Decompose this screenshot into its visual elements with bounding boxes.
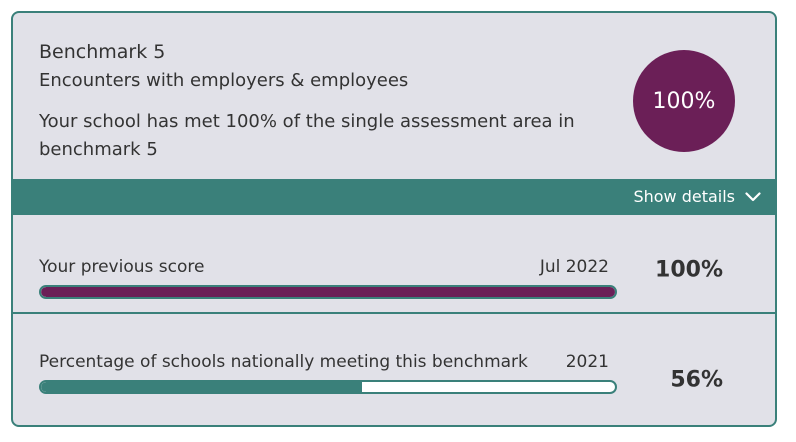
benchmark-card: Benchmark 5 Encounters with employers & … bbox=[11, 11, 777, 427]
national-value: 56% bbox=[670, 367, 723, 393]
previous-score-label: Your previous score bbox=[39, 257, 205, 277]
previous-score-bar bbox=[39, 285, 617, 299]
national-bar-fill bbox=[41, 382, 363, 392]
card-header: Benchmark 5 Encounters with employers & … bbox=[13, 13, 775, 179]
row-divider bbox=[13, 312, 775, 314]
benchmark-title: Benchmark 5 bbox=[39, 41, 166, 63]
previous-score-bar-fill bbox=[41, 287, 615, 297]
show-details-button[interactable]: Show details bbox=[633, 187, 761, 206]
national-date: 2021 bbox=[565, 352, 609, 372]
previous-score-value: 100% bbox=[655, 257, 723, 283]
benchmark-description: Your school has met 100% of the single a… bbox=[39, 111, 575, 160]
benchmark-subtitle: Encounters with employers & employees bbox=[39, 70, 409, 91]
details-bar: Show details bbox=[13, 179, 775, 215]
previous-score-date: Jul 2022 bbox=[539, 257, 609, 277]
score-circle: 100% bbox=[633, 50, 735, 152]
national-label: Percentage of schools nationally meeting… bbox=[39, 352, 528, 372]
show-details-label: Show details bbox=[633, 187, 735, 206]
chevron-down-icon bbox=[745, 191, 761, 202]
national-bar bbox=[39, 380, 617, 394]
previous-score-row: Your previous score Jul 2022 100% bbox=[13, 215, 775, 312]
national-row: Percentage of schools nationally meeting… bbox=[13, 314, 775, 425]
score-value: 100% bbox=[652, 88, 716, 114]
